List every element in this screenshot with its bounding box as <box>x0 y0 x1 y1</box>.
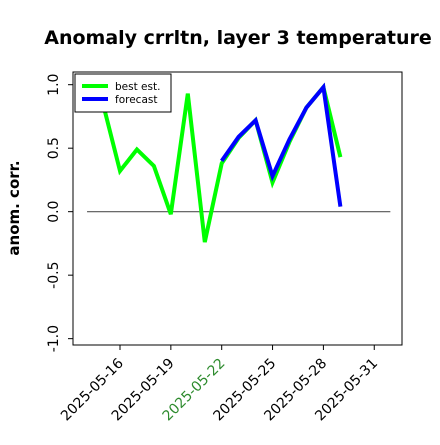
y-tick-label: -0.5 <box>46 261 62 288</box>
chart-title: Anomaly crrltn, layer 3 temperature <box>44 27 432 49</box>
y-tick-label: -1.0 <box>46 325 62 352</box>
legend-label: best est. <box>115 81 160 93</box>
axes-frame <box>72 71 403 346</box>
y-tick-label: 0.0 <box>46 201 62 223</box>
y-tick-label: 0.5 <box>46 137 62 159</box>
plot-area: -1.0-0.50.00.51.02025-05-162025-05-19202… <box>46 71 403 424</box>
y-tick-label: 1.0 <box>46 74 62 96</box>
y-axis-label: anom. corr. <box>5 160 23 255</box>
series-line-forecast <box>220 82 343 207</box>
legend-box <box>74 73 172 113</box>
legend-label: forecast <box>115 94 157 106</box>
